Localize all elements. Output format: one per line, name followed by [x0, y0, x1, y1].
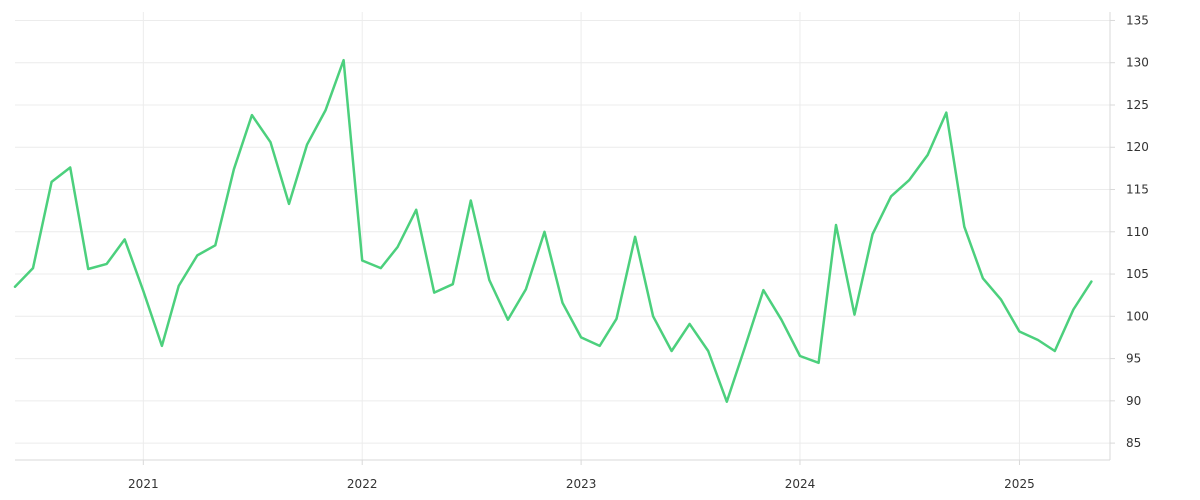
y-tick-label: 135	[1126, 13, 1149, 27]
y-tick-label: 105	[1126, 267, 1149, 281]
x-axis-ticks: 2021 2022 2023 2024 2025	[128, 460, 1035, 491]
y-gridlines	[15, 19, 1110, 444]
y-tick-label: 100	[1126, 309, 1149, 323]
x-tick-label: 2024	[785, 477, 816, 491]
x-tick-label: 2025	[1004, 477, 1035, 491]
y-tick-label: 85	[1126, 436, 1141, 450]
y-tick-label: 110	[1126, 225, 1149, 239]
x-gridlines	[142, 12, 1020, 460]
x-tick-label: 2023	[566, 477, 597, 491]
x-tick-label: 2021	[128, 477, 159, 491]
y-tick-label: 120	[1126, 140, 1149, 154]
y-tick-label: 115	[1126, 183, 1149, 197]
series-group	[13, 58, 1093, 403]
y-tick-label: 130	[1126, 56, 1149, 70]
y-tick-label: 95	[1126, 352, 1141, 366]
x-tick-label: 2022	[347, 477, 378, 491]
y-tick-label: 90	[1126, 394, 1141, 408]
y-axis-ticks: 85 90 95 100 105 110 115 120 125 130 135	[1110, 13, 1149, 450]
series-line	[13, 58, 1093, 403]
y-tick-label: 125	[1126, 98, 1149, 112]
